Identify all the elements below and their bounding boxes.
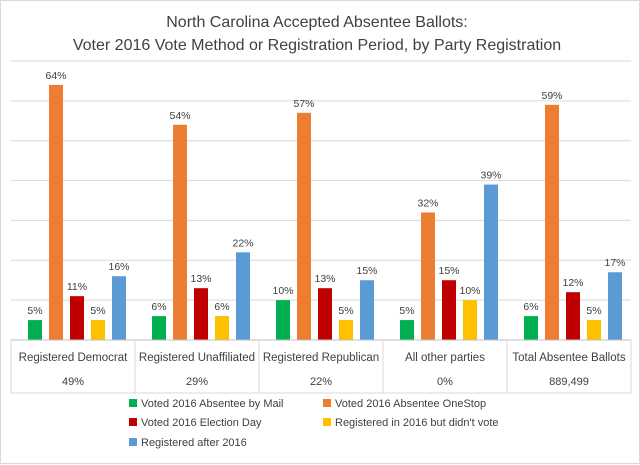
legend: Voted 2016 Absentee by Mail Voted 2016 Ab…	[129, 398, 499, 449]
category-sublabel-3: 0%	[437, 376, 453, 388]
data-label-1-1: 54%	[169, 110, 190, 122]
bar-0-4	[112, 276, 126, 340]
bar-3-0	[400, 320, 414, 340]
bar-0-1	[49, 84, 63, 341]
bar-4-4	[608, 272, 622, 340]
data-label-2-4: 15%	[356, 265, 377, 277]
bar-2-4	[360, 280, 374, 340]
bar-4-2	[566, 292, 580, 340]
data-label-2-1: 57%	[293, 98, 314, 110]
category-sublabel-2: 22%	[310, 376, 332, 388]
chart-title-line-2: Voter 2016 Vote Method or Registration P…	[73, 37, 561, 54]
category-label-2: Registered Republican	[263, 352, 379, 364]
bar-1-0	[152, 316, 166, 340]
bar-1-4	[236, 252, 250, 340]
data-labels: 5%64%11%5%16%6%54%13%6%22%10%57%13%5%15%…	[27, 70, 625, 317]
category-label-4: Total Absentee Ballots	[512, 352, 625, 364]
data-label-1-2: 13%	[190, 273, 211, 285]
data-label-3-0: 5%	[399, 305, 414, 317]
bar-4-1	[545, 104, 559, 340]
bar-0-0	[28, 320, 42, 340]
data-label-3-2: 15%	[438, 265, 459, 277]
gridlines	[11, 60, 631, 301]
category-sublabel-1: 29%	[186, 376, 208, 388]
data-label-3-4: 39%	[480, 170, 501, 182]
bar-4-0	[524, 316, 538, 340]
legend-label-0: Voted 2016 Absentee by Mail	[141, 398, 284, 410]
data-label-4-4: 17%	[604, 257, 625, 269]
bar-2-1	[297, 112, 311, 340]
category-label-1: Registered Unaffiliated	[139, 352, 255, 364]
bar-0-3	[91, 320, 105, 340]
data-label-2-0: 10%	[272, 285, 293, 297]
data-label-3-1: 32%	[417, 197, 438, 209]
legend-swatch-2	[129, 418, 137, 426]
bar-2-3	[339, 320, 353, 340]
data-label-0-1: 64%	[45, 70, 66, 82]
bar-1-1	[173, 124, 187, 341]
legend-label-1: Voted 2016 Absentee OneStop	[335, 398, 486, 410]
data-label-2-2: 13%	[314, 273, 335, 285]
data-label-2-3: 5%	[338, 305, 353, 317]
legend-swatch-4	[129, 438, 137, 446]
data-label-0-0: 5%	[27, 305, 42, 317]
data-label-1-4: 22%	[232, 237, 253, 249]
x-axis: Registered Democrat 49% Registered Unaffil…	[10, 339, 632, 394]
data-label-1-0: 6%	[151, 301, 166, 313]
data-label-0-3: 5%	[90, 305, 105, 317]
data-label-4-2: 12%	[562, 277, 583, 289]
legend-label-3: Registered in 2016 but didn't vote	[335, 417, 499, 429]
bar-3-1	[421, 212, 435, 340]
bars	[28, 84, 622, 341]
bar-2-2	[318, 288, 332, 340]
data-label-1-3: 6%	[214, 301, 229, 313]
category-label-0: Registered Democrat	[19, 352, 128, 364]
data-label-3-3: 10%	[459, 285, 480, 297]
bar-1-2	[194, 288, 208, 340]
legend-swatch-3	[323, 418, 331, 426]
category-sublabel-0: 49%	[62, 376, 84, 388]
bar-0-2	[70, 296, 84, 340]
data-label-0-4: 16%	[108, 261, 129, 273]
legend-swatch-1	[323, 399, 331, 407]
bar-1-3	[215, 316, 229, 340]
category-label-3: All other parties	[405, 352, 485, 364]
category-sublabel-4: 889,499	[549, 376, 589, 388]
legend-swatch-0	[129, 399, 137, 407]
legend-label-2: Voted 2016 Election Day	[141, 417, 262, 429]
data-label-4-1: 59%	[541, 90, 562, 102]
chart-title-line-1: North Carolina Accepted Absentee Ballots…	[166, 14, 468, 31]
data-label-4-0: 6%	[523, 301, 538, 313]
data-label-4-3: 5%	[586, 305, 601, 317]
bar-2-0	[276, 300, 290, 340]
bar-3-3	[463, 300, 477, 340]
bar-3-4	[484, 184, 498, 340]
data-label-0-2: 11%	[67, 281, 87, 293]
legend-label-4: Registered after 2016	[141, 437, 247, 449]
bar-4-3	[587, 320, 601, 340]
bar-3-2	[442, 280, 456, 340]
